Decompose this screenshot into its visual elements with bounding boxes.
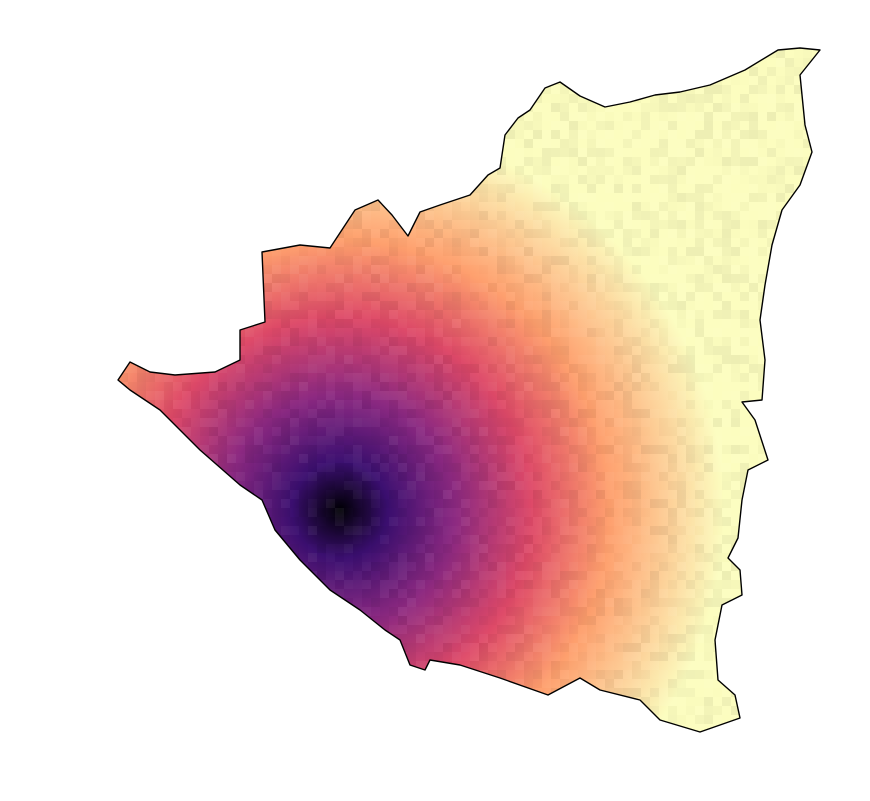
country-outline xyxy=(117,47,821,733)
raster-pixel-grid xyxy=(118,48,820,732)
